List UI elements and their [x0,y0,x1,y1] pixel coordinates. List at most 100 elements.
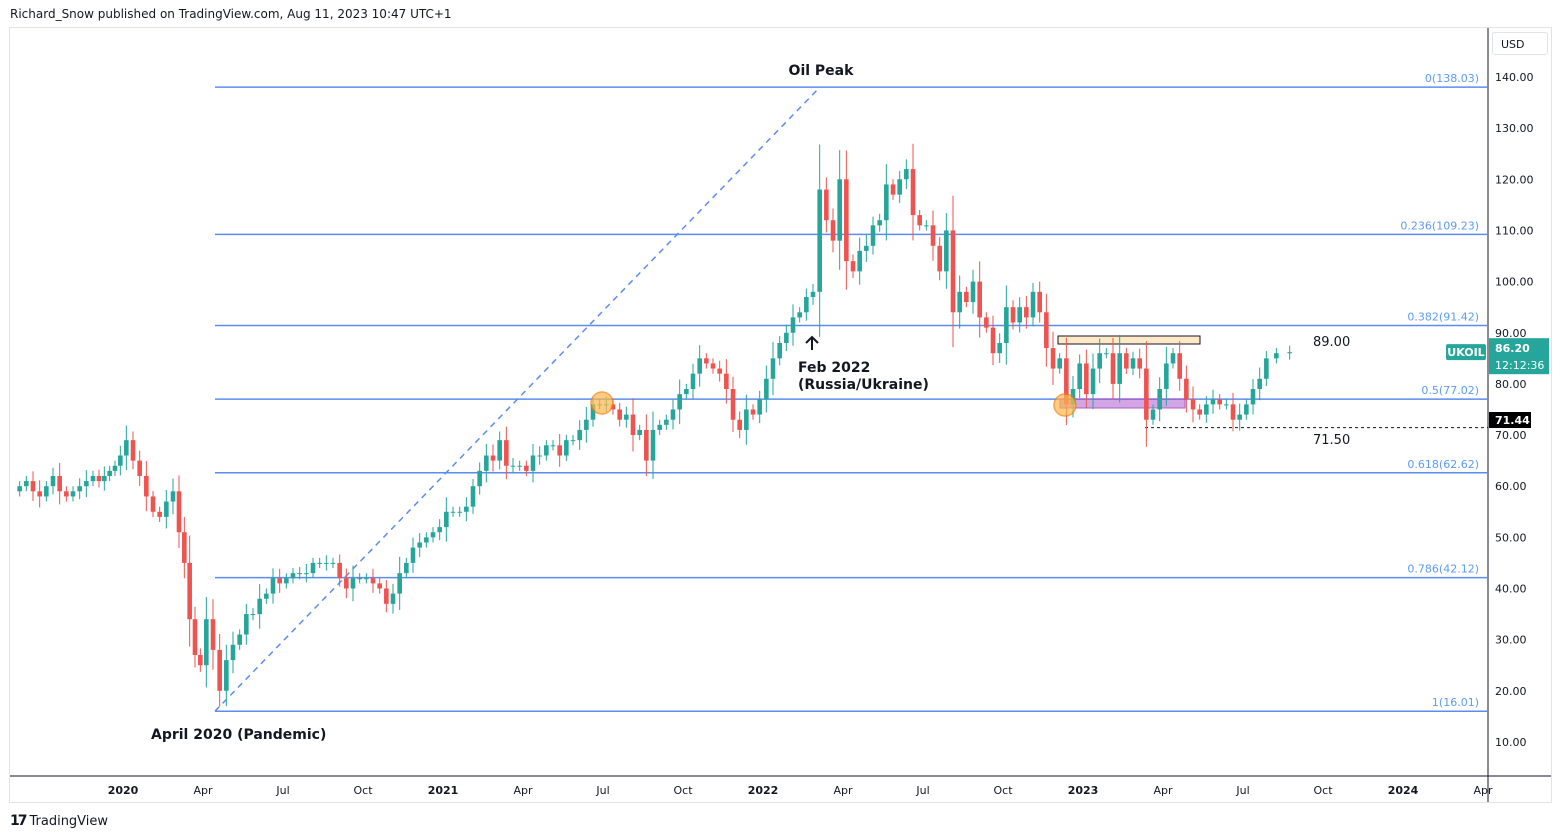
candle-body [824,189,829,221]
candle-body [524,465,529,471]
candle-body [457,511,462,513]
marked-price-tag [1489,412,1531,428]
time-tick-label: Apr [513,784,533,797]
candle-body [1144,368,1149,420]
candle-body [477,470,482,487]
candle-body [124,440,129,456]
candle-body [324,562,329,564]
time-tick-label: Jul [915,784,929,797]
candle-body [784,332,789,343]
candle-body [364,578,369,580]
price-tick-label: 40.00 [1495,583,1527,596]
candle-body [544,445,549,456]
countdown-label: 12:12:36 [1495,359,1544,372]
candle-body [430,532,436,538]
candle-body [410,547,416,563]
candle-body [864,245,869,251]
price-tick-label: 50.00 [1495,531,1527,544]
candle-body [804,296,809,313]
candle-body [182,532,187,563]
candle-body [917,215,922,226]
up-arrow-icon [805,335,819,350]
candle-body [284,578,289,584]
candle-body [577,429,582,441]
candle-body [344,578,349,589]
candle-body [264,593,269,599]
tradingview-logo[interactable]: 17 TradingView [10,813,108,829]
candle-body [337,562,342,579]
candle-body [164,501,169,517]
candle-body [970,281,976,303]
candle-body [150,496,156,512]
last-price-tag [1489,338,1549,375]
candle-body [64,491,69,497]
candle-body [730,389,736,420]
candle-body [204,619,209,666]
highlight-circle [1053,393,1077,417]
candle-body [330,562,336,564]
candle-body [1170,353,1176,364]
candle-body [937,245,942,272]
candle-body [677,394,682,410]
candle-body [1004,307,1009,343]
candle-body [1104,353,1109,355]
highlight-circle [590,391,614,415]
currency-button[interactable]: USD [1492,32,1548,55]
candle-body [1237,414,1242,420]
candle-body [737,419,742,430]
price-tick-label: 10.00 [1495,736,1527,749]
time-tick-label: Oct [673,784,693,797]
fib-level-label: 0.382(91.42) [1407,310,1479,323]
oil-peak-label: Oil Peak [789,63,855,79]
candle-body [1077,363,1082,390]
candle-body [1017,307,1022,323]
candle-body [210,619,216,650]
fib-level-label: 0.618(62.62) [1407,458,1479,471]
candle-body [850,261,856,272]
time-tick-label: Jul [1235,784,1249,797]
candle-body [230,644,236,661]
candle-body [1210,399,1216,405]
price-tick-label: 90.00 [1495,327,1527,340]
candle-body [157,511,162,517]
candle-body [504,440,509,466]
candle-body [1110,353,1116,384]
candle-body [870,225,876,246]
candle-body [470,486,476,507]
candle-body [417,542,422,548]
candle-body [1044,312,1049,349]
candle-body [357,578,362,580]
candle-body [877,220,882,226]
candle-body [1164,363,1169,390]
candle-body [1084,363,1089,395]
feb-2022-label: Feb 2022 [798,360,870,376]
candle-body [557,445,562,456]
candle-body [530,455,536,471]
candle-body [310,562,316,574]
time-tick-label: 2020 [108,784,139,797]
candle-body [187,562,192,620]
candle-body [490,455,496,461]
candle-body [630,414,636,436]
symbol-tag [1446,344,1486,361]
candle-body [650,429,656,461]
candle-body [317,562,322,564]
candle-body [130,440,136,461]
candle-body [697,358,702,374]
candle-body [1137,358,1142,369]
candle-body [404,562,409,574]
resistance-zone [1057,335,1201,345]
candle-body [1177,353,1182,379]
candle-body [777,342,782,359]
price-tick-label: 20.00 [1495,685,1527,698]
time-tick-label: Apr [1474,784,1494,797]
candle-body [304,573,309,575]
price-tick-label: 120.00 [1495,173,1534,186]
candle-body [44,486,49,497]
candle-body [944,230,949,272]
price-tick-label: 70.00 [1495,429,1527,442]
tradingview-logo-icon: 17 [10,813,28,829]
price-tick-label: 130.00 [1495,122,1534,135]
candle-body [1024,307,1029,318]
